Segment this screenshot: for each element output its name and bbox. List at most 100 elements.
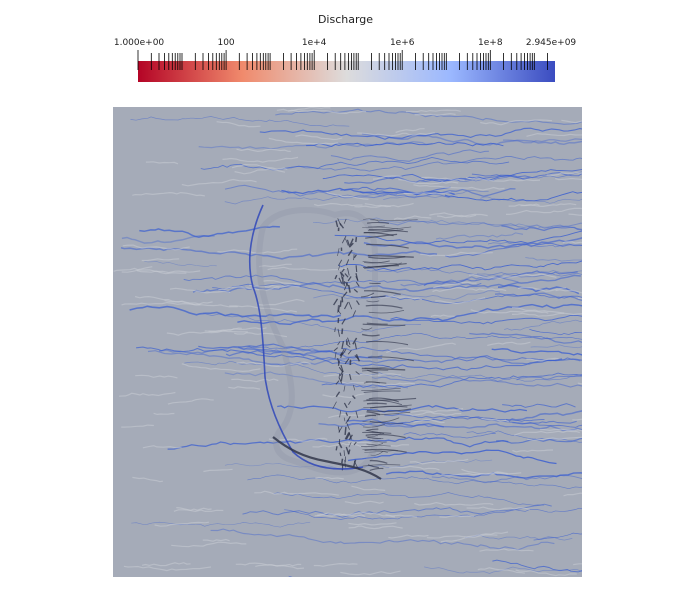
terrain-streak — [122, 244, 190, 251]
terrain-streak — [440, 534, 498, 543]
terrain-streak — [322, 393, 365, 399]
terrain-streak — [526, 132, 582, 137]
terrain-streak — [435, 297, 486, 305]
terrain-streak — [181, 363, 261, 373]
terrain-streak — [432, 287, 507, 293]
channel-line — [259, 127, 582, 140]
ridge-gully — [341, 318, 346, 325]
terrain-streak — [388, 534, 429, 539]
ridge-gully — [352, 459, 357, 467]
ridge-gully — [355, 371, 360, 375]
ridge-gully — [339, 300, 342, 307]
channel-line — [306, 141, 504, 148]
flank-gully — [367, 221, 389, 224]
terrain-streak — [166, 327, 242, 336]
flank-gully — [360, 292, 375, 298]
terrain-streak — [142, 445, 182, 449]
ridge-gully — [337, 248, 340, 256]
terrain-streak — [218, 286, 280, 291]
terrain-streak — [357, 132, 435, 137]
terrain-streak — [413, 184, 505, 191]
channel-line — [530, 344, 582, 349]
flank-gully — [363, 381, 381, 384]
terrain-streak — [317, 511, 396, 518]
flank-gully — [370, 295, 386, 299]
flank-gully — [365, 233, 398, 239]
terrain-streak — [429, 212, 488, 218]
ridge-gully — [338, 259, 343, 266]
ridge-gully — [347, 337, 351, 345]
terrain-streak — [487, 341, 531, 346]
channel-line — [225, 349, 383, 360]
ridge-gully — [337, 360, 340, 366]
colorbar-ticks — [137, 50, 548, 70]
terrain-streak — [568, 213, 582, 216]
channel-line — [242, 503, 552, 518]
terrain-streak — [441, 471, 522, 477]
terrain-streak — [141, 258, 180, 262]
terrain-streak — [420, 251, 493, 257]
flank-gully — [370, 219, 418, 221]
flank-gully — [368, 310, 405, 314]
channel-line — [167, 436, 509, 450]
ridge-gully — [352, 310, 357, 317]
channel-line — [247, 332, 582, 350]
ridge-gully — [355, 410, 359, 419]
terrain-streak — [326, 191, 369, 200]
colorbar-tick-label: 1.000e+00 — [113, 38, 165, 48]
terrain-streak — [236, 361, 311, 368]
ridge-gully — [335, 220, 339, 228]
channel-line — [334, 230, 582, 245]
escarpment-outline — [256, 207, 378, 476]
terrain-streak — [393, 215, 432, 220]
ridge-gully — [355, 273, 359, 281]
terrain-streak — [295, 134, 343, 141]
channel-line — [224, 193, 398, 205]
terrain-streak — [386, 342, 456, 354]
flank-gully — [366, 429, 385, 435]
colorbar-tick-label: 1e+8 — [478, 38, 503, 48]
terrain-streak — [414, 112, 456, 116]
ridge-gully — [346, 343, 351, 348]
terrain-streak — [513, 430, 580, 436]
terrain-streak — [389, 465, 440, 471]
channel-line — [529, 328, 582, 336]
central-ridge-feature — [248, 204, 418, 480]
flank-gully — [361, 333, 380, 337]
terrain-streak — [421, 176, 465, 181]
terrain-streak — [354, 204, 391, 208]
channel-line — [525, 257, 582, 262]
terrain-streak — [465, 177, 541, 182]
terrain-streak — [268, 137, 339, 145]
terrain-streak — [323, 373, 401, 377]
flank-gully — [366, 402, 387, 405]
flank-gully — [363, 218, 380, 222]
channel-line — [444, 242, 582, 258]
ridge-gully — [342, 291, 348, 298]
terrain-streak — [249, 284, 300, 288]
terrain-streak — [132, 476, 163, 483]
flank-gully — [368, 397, 399, 403]
ridge-gully — [354, 355, 359, 360]
channel-line — [492, 559, 582, 573]
ridge-gully — [349, 238, 354, 246]
ridge-gully — [338, 265, 340, 271]
ridge-gully — [341, 276, 344, 285]
channel-line — [512, 422, 582, 428]
channel-line — [284, 507, 582, 520]
colorbar-tick-label: 1e+4 — [301, 38, 327, 48]
channel-line — [471, 172, 582, 179]
ridge-gully — [343, 302, 349, 310]
channel-line — [435, 232, 524, 240]
channel-line — [366, 268, 582, 278]
colorbar-tick-label: 100 — [217, 38, 235, 48]
terrain-streak — [132, 191, 205, 197]
ridge-gully — [341, 328, 344, 335]
channel-line — [318, 422, 582, 432]
terrain-streak — [181, 178, 257, 187]
channel-line — [273, 492, 545, 506]
channel-line — [277, 404, 527, 413]
terrain-streak — [466, 506, 530, 511]
terrain-streak — [287, 109, 367, 115]
